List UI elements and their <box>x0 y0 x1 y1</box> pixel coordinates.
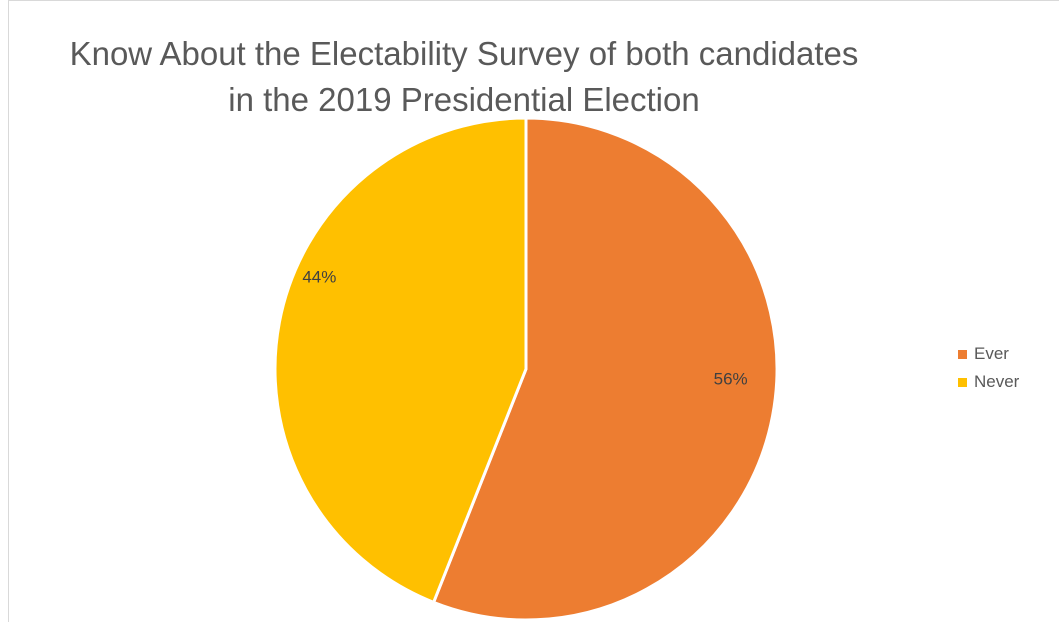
chart-legend: Ever Never <box>958 340 1019 396</box>
pie-slice-never <box>273 116 528 604</box>
pie-slice-ever <box>432 116 779 622</box>
legend-item-never: Never <box>958 368 1019 396</box>
data-label-never: 44% <box>302 267 336 286</box>
chart-title-line-2: in the 2019 Presidential Election <box>228 81 700 119</box>
chart-title: Know About the Electability Survey of bo… <box>69 31 859 123</box>
legend-item-ever: Ever <box>958 340 1019 368</box>
legend-label-never: Never <box>974 372 1020 391</box>
chart-title-line-1: Know About the Electability Survey of bo… <box>69 35 859 72</box>
data-label-ever: 56% <box>714 370 748 389</box>
legend-swatch-never <box>958 377 967 387</box>
legend-swatch-ever <box>958 349 967 359</box>
legend-label-ever: Ever <box>974 344 1009 363</box>
